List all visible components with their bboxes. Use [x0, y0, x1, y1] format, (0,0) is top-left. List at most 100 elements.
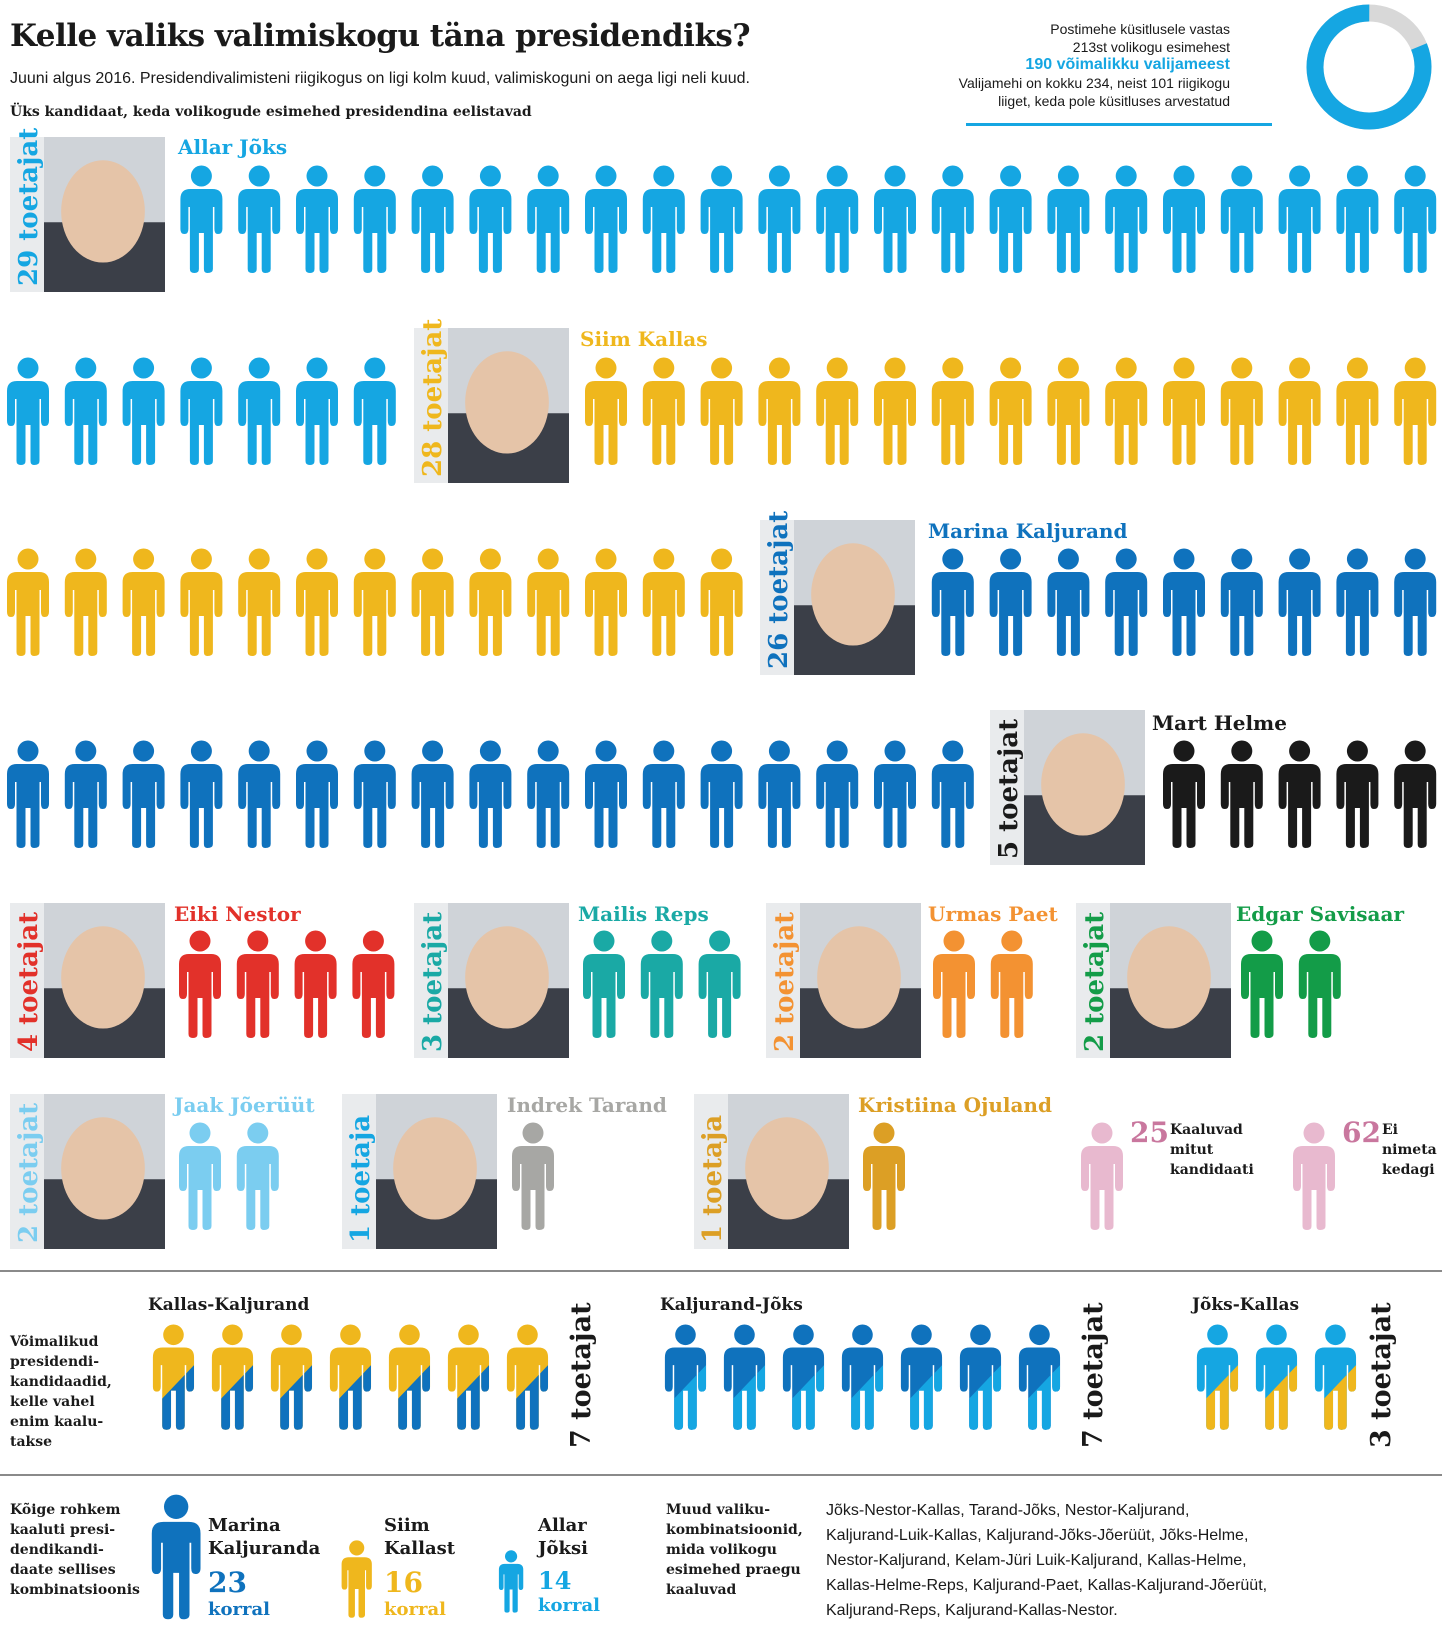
other-count: 25: [1130, 1116, 1169, 1149]
supporter-figure: [1047, 548, 1090, 656]
kaljurand-figure: [151, 1494, 201, 1620]
combination-figure: [1255, 1324, 1298, 1430]
other-combos-line: Kaljurand-Reps, Kaljurand-Kallas-Nestor.: [826, 1602, 1118, 1619]
most-kaljurand: Marina Kaljuranda 23 korral: [208, 1514, 320, 1620]
supporter-figure: [411, 165, 454, 273]
support-count-label: 26 toetajat: [764, 511, 794, 669]
most-value: 14: [538, 1566, 572, 1595]
supporter-figure: [1105, 165, 1148, 273]
other-text: kandidaati: [1170, 1162, 1254, 1178]
other-combos-line: Nestor-Kaljurand, Kelam-Jüri Luik-Kaljur…: [826, 1552, 1247, 1569]
supporter-figure: [527, 165, 570, 273]
candidate-name: Eiki Nestor: [174, 902, 301, 926]
supporter-figure: [296, 548, 338, 656]
most-in-combos-line: kombinatsioonis: [10, 1582, 140, 1598]
combination-figure: [329, 1324, 372, 1430]
supporter-figure: [758, 165, 801, 273]
supporter-figure: [700, 357, 743, 465]
most-in-combos-line: daate sellises: [10, 1562, 116, 1578]
other-figure: [1081, 1122, 1123, 1230]
survey-underline: [966, 123, 1272, 126]
divider: [0, 1474, 1442, 1476]
most-name: Kaljuranda: [208, 1538, 321, 1559]
survey-line-3: Valijamehi on kokku 234, neist 101 riigi…: [958, 75, 1230, 91]
candidate-name: Marina Kaljurand: [928, 519, 1127, 543]
supporter-figure: [642, 548, 685, 656]
combination-figure: [152, 1324, 195, 1430]
supporter-figure: [294, 930, 337, 1038]
combination-name: Kaljurand-Jõks: [660, 1295, 803, 1315]
supporter-figure: [1163, 357, 1205, 465]
supporter-figure: [931, 740, 974, 848]
candidate-photo: [414, 328, 569, 483]
supporter-figure: [7, 740, 49, 848]
other-text: mitut: [1170, 1142, 1214, 1158]
combination-figure: [1196, 1324, 1239, 1430]
donut-respondents: [1306, 4, 1432, 130]
supporter-figure: [1220, 740, 1263, 848]
combinations-side-label: Võimalikud presidendi- kandidaadid, kell…: [10, 1332, 130, 1452]
combinations-side-line: takse: [10, 1434, 53, 1450]
support-count-label: 2 toetajat: [770, 912, 800, 1052]
support-count-label: 3 toetajat: [418, 912, 448, 1052]
supporter-figure: [238, 740, 281, 848]
supporter-figure: [1278, 357, 1321, 465]
combination-figure: [1314, 1324, 1357, 1430]
survey-highlight: 190 võimalikku valijameest: [1025, 56, 1230, 73]
supporter-figure: [700, 740, 743, 848]
other-combos-label-line: kombinatsioonid,: [666, 1522, 803, 1538]
supporter-figure: [238, 357, 281, 465]
supporter-figure: [1394, 740, 1437, 848]
supporter-figure: [1278, 548, 1321, 656]
supporter-figure: [1105, 357, 1148, 465]
candidate-photo: [342, 1094, 497, 1249]
combination-figure: [447, 1324, 490, 1430]
most-in-combos-label: Kõige rohkem kaaluti presi- dendikandi- …: [10, 1500, 150, 1600]
other-combos-label-line: kaaluvad: [666, 1582, 737, 1598]
page-subtitle: Juuni algus 2016. Presidendivalimisteni …: [10, 70, 750, 87]
other-text: Kaaluvad: [1170, 1122, 1243, 1138]
supporter-figure: [1220, 357, 1263, 465]
combination-count-label: 3 toetajat: [1366, 1302, 1397, 1448]
supporter-figure: [7, 548, 49, 656]
supporter-figure: [1220, 165, 1263, 273]
most-joks: Allar Jõksi 14 korral: [538, 1514, 600, 1616]
supporter-figure: [1047, 357, 1090, 465]
combination-figure: [723, 1324, 766, 1430]
supporter-figure: [1241, 930, 1283, 1038]
supporter-figure: [296, 740, 338, 848]
candidate-name: Siim Kallas: [580, 327, 708, 351]
divider: [0, 1270, 1442, 1272]
most-name: Jõksi: [538, 1538, 588, 1559]
supporter-figure: [758, 740, 801, 848]
support-count-label: 5 toetajat: [994, 719, 1024, 859]
combination-figure: [270, 1324, 313, 1430]
supporter-figure: [863, 1122, 905, 1230]
supporter-figure: [640, 930, 683, 1038]
survey-line-1: Postimehe küsitlusele vastas: [1050, 21, 1230, 37]
supporter-figure: [1163, 165, 1205, 273]
other-text: Ei: [1382, 1122, 1398, 1138]
other-combos-line: Jõks-Nestor-Kallas, Tarand-Jõks, Nestor-…: [826, 1502, 1190, 1519]
most-name: Marina: [208, 1515, 281, 1536]
supporter-figure: [236, 1122, 279, 1230]
supporter-figure: [1047, 165, 1090, 273]
most-in-combos-line: dendikandi-: [10, 1542, 104, 1558]
survey-line-2: 213st volikogu esimehest: [1072, 39, 1230, 55]
supporter-figure: [180, 357, 223, 465]
support-count-label: 28 toetajat: [418, 319, 448, 477]
combination-figure: [388, 1324, 431, 1430]
candidate-name: Jaak Jõerüüt: [172, 1093, 315, 1117]
support-count-label: 2 toetajat: [1080, 912, 1110, 1052]
supporter-figure: [180, 740, 223, 848]
candidate-name: Mart Helme: [1152, 711, 1287, 735]
supporter-figure: [353, 740, 396, 848]
other-text: kedagi: [1382, 1162, 1435, 1178]
section-heading: Üks kandidaat, keda volikogude esimehed …: [10, 104, 532, 120]
supporter-figure: [585, 165, 627, 273]
candidate-photo: [414, 903, 569, 1058]
supporter-figure: [989, 357, 1032, 465]
combinations-side-line: enim kaalu-: [10, 1414, 104, 1430]
candidate-name: Indrek Tarand: [507, 1093, 667, 1117]
supporter-figure: [238, 548, 281, 656]
